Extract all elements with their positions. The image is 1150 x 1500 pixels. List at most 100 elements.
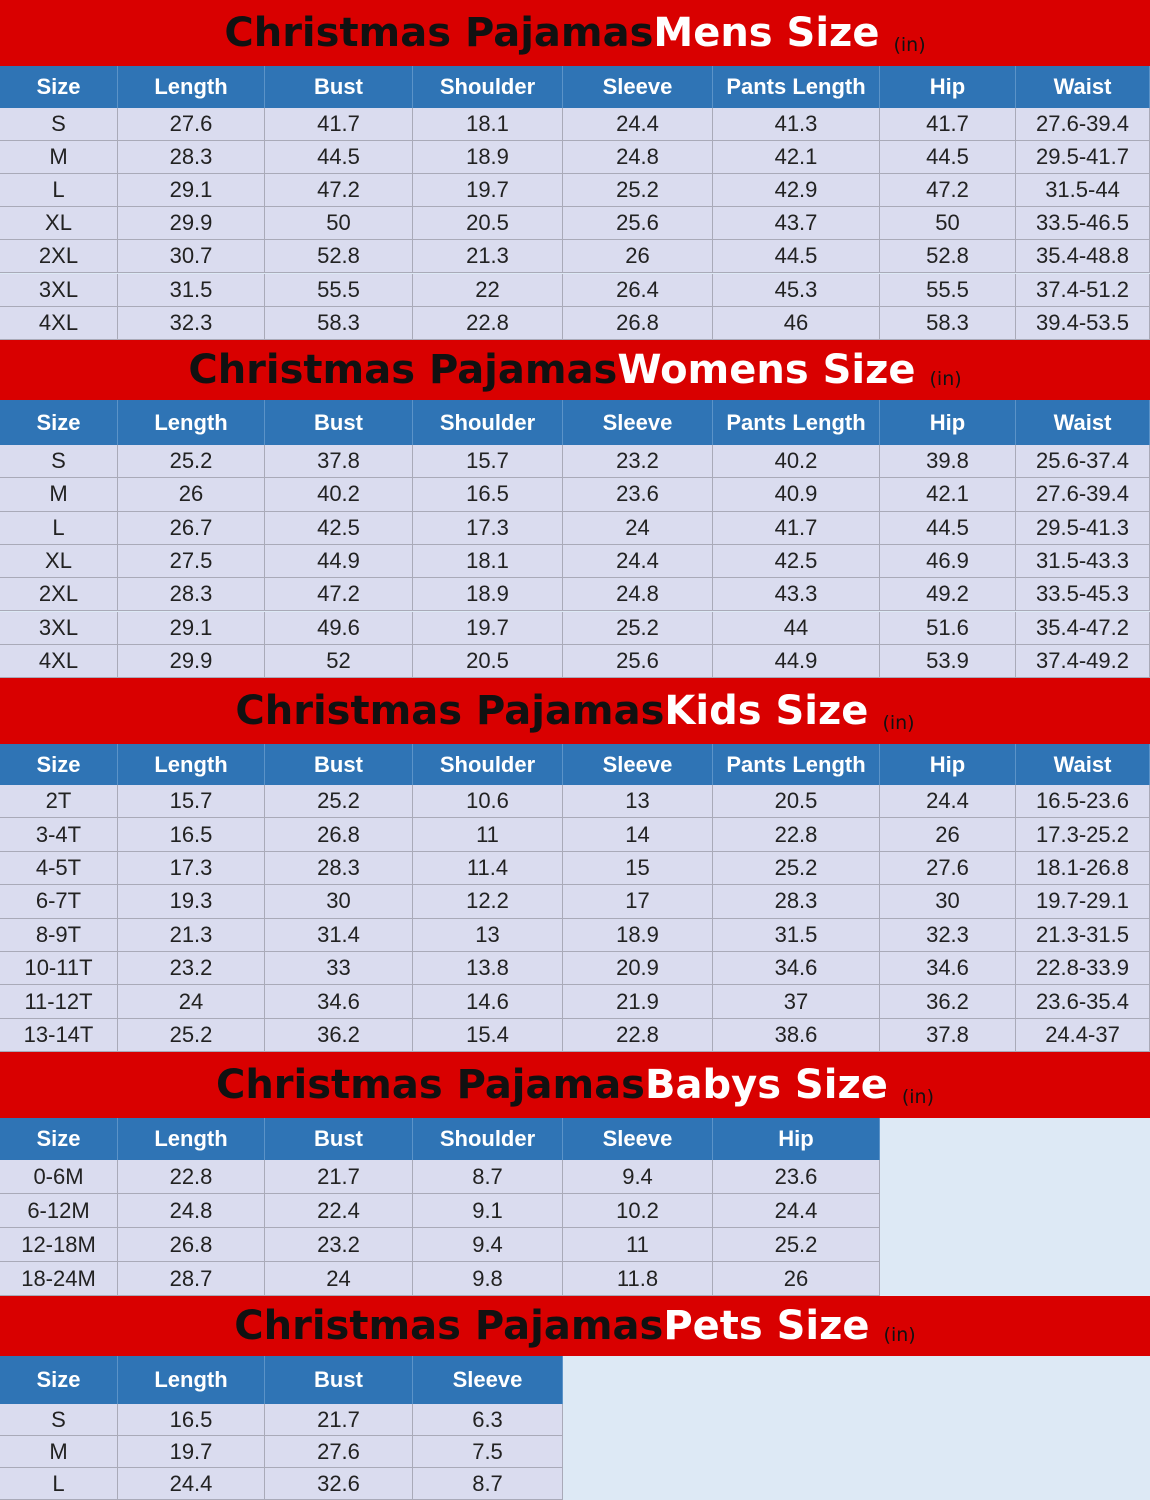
section-title: Christmas Pajamas Mens Size (in) [0,0,1150,66]
table-cell: 39.8 [880,445,1016,479]
table-cell: 18.1 [413,544,563,579]
table-cell: 37.4-51.2 [1016,273,1150,307]
table-cell: 33.5-45.3 [1016,578,1150,612]
table-cell: 41.7 [880,108,1016,142]
table-cell: 13-14T [0,1018,118,1053]
column-header: Length [118,744,265,785]
table-cell: 29.5-41.3 [1016,511,1150,545]
table-cell: 26 [563,240,713,274]
column-header: Shoulder [413,400,563,445]
table-cell: 24.8 [563,141,713,175]
table-cell: 6-12M [0,1194,118,1228]
table-cell: 40.2 [265,478,413,512]
title-prefix: Christmas Pajamas [234,1303,664,1349]
table-cell: 23.6 [563,478,713,512]
table-cell: 27.6-39.4 [1016,478,1150,512]
table-cell: 31.5-43.3 [1016,544,1150,579]
title-unit: (in) [929,368,962,390]
table-cell: 0-6M [0,1160,118,1194]
title-unit: (in) [901,1086,935,1108]
table-cell: 19.3 [118,885,265,919]
column-header: Hip [880,66,1016,108]
table-cell: 32.3 [880,918,1016,952]
table-cell: 24.4 [563,108,713,142]
title-prefix: Christmas Pajamas [224,10,654,56]
table-cell: 27.6-39.4 [1016,108,1150,142]
table-cell: 18.1 [413,108,563,142]
table-cell: 18.9 [413,578,563,612]
table-cell: 26.4 [563,273,713,307]
table-cell: 8.7 [413,1160,563,1194]
table-cell: 17.3 [413,511,563,545]
table-cell: 34.6 [265,985,413,1019]
table-cell: 4-5T [0,851,118,886]
table-cell: 35.4-47.2 [1016,611,1150,645]
table-cell: 24 [265,1262,413,1296]
table-cell: 29.9 [118,207,265,241]
table-cell: 29.1 [118,611,265,645]
table-cell: S [0,1404,118,1436]
column-header: Waist [1016,744,1150,785]
table-cell: 24.4-37 [1016,1018,1150,1053]
table-cell: 38.6 [713,1018,880,1053]
table-cell: 21.7 [265,1160,413,1194]
table-cell: 44.5 [880,511,1016,545]
title-highlight: Pets Size [663,1303,870,1349]
table-cell: 36.2 [265,1018,413,1053]
table-cell: 51.6 [880,611,1016,645]
table-cell: 23.2 [265,1228,413,1262]
table-cell: 3XL [0,273,118,307]
table-cell: 9.1 [413,1194,563,1228]
table-cell: 27.6 [118,108,265,142]
table-cell: 14 [563,818,713,852]
table-cell: 19.7 [413,174,563,208]
table-cell: 33.5-46.5 [1016,207,1150,241]
column-header: Hip [713,1118,880,1160]
table-cell: 26.8 [563,306,713,340]
table-cell: 17.3-25.2 [1016,818,1150,852]
table-cell: 12-18M [0,1228,118,1262]
section-title: Christmas Pajamas Babys Size (in) [0,1052,1150,1118]
table-cell: 22 [413,273,563,307]
table-cell: 42.5 [713,544,880,579]
table-cell: 25.2 [563,611,713,645]
table-cell: 55.5 [880,273,1016,307]
table-cell: 34.6 [880,952,1016,986]
table-cell: 21.3 [118,918,265,952]
section-title: Christmas Pajamas Kids Size (in) [0,678,1150,744]
title-unit: (in) [883,1324,916,1346]
table-cell: 21.9 [563,985,713,1019]
table-cell: 27.6 [880,851,1016,886]
table-cell: 40.9 [713,478,880,512]
table-cell: 22.4 [265,1194,413,1228]
table-cell: 47.2 [265,174,413,208]
title-highlight: Babys Size [645,1062,888,1108]
table-cell: 15.7 [118,785,265,819]
table-cell: 11 [563,1228,713,1262]
table-cell: L [0,511,118,545]
table-cell: 26 [118,478,265,512]
table-cell: 35.4-48.8 [1016,240,1150,274]
column-header: Waist [1016,400,1150,445]
table-cell: 18.1-26.8 [1016,851,1150,886]
title-highlight: Womens Size [617,347,916,393]
table-cell: 44.5 [713,240,880,274]
table-cell: 31.4 [265,918,413,952]
table-cell: 25.6 [563,644,713,679]
table-cell: 37.8 [265,445,413,479]
table-cell: 11.4 [413,851,563,886]
table-cell: 22.8 [118,1160,265,1194]
table-cell: L [0,174,118,208]
table-cell: 10.2 [563,1194,713,1228]
table-cell: 46 [713,306,880,340]
table-cell: 28.3 [118,141,265,175]
table-cell: 24.8 [563,578,713,612]
table-cell: S [0,445,118,479]
table-cell: 26 [713,1262,880,1296]
table-cell: 30.7 [118,240,265,274]
title-prefix: Christmas Pajamas [215,1062,645,1108]
table-cell: 52.8 [880,240,1016,274]
table-cell: 4XL [0,306,118,340]
table-cell: 58.3 [265,306,413,340]
column-header: Pants Length [713,744,880,785]
